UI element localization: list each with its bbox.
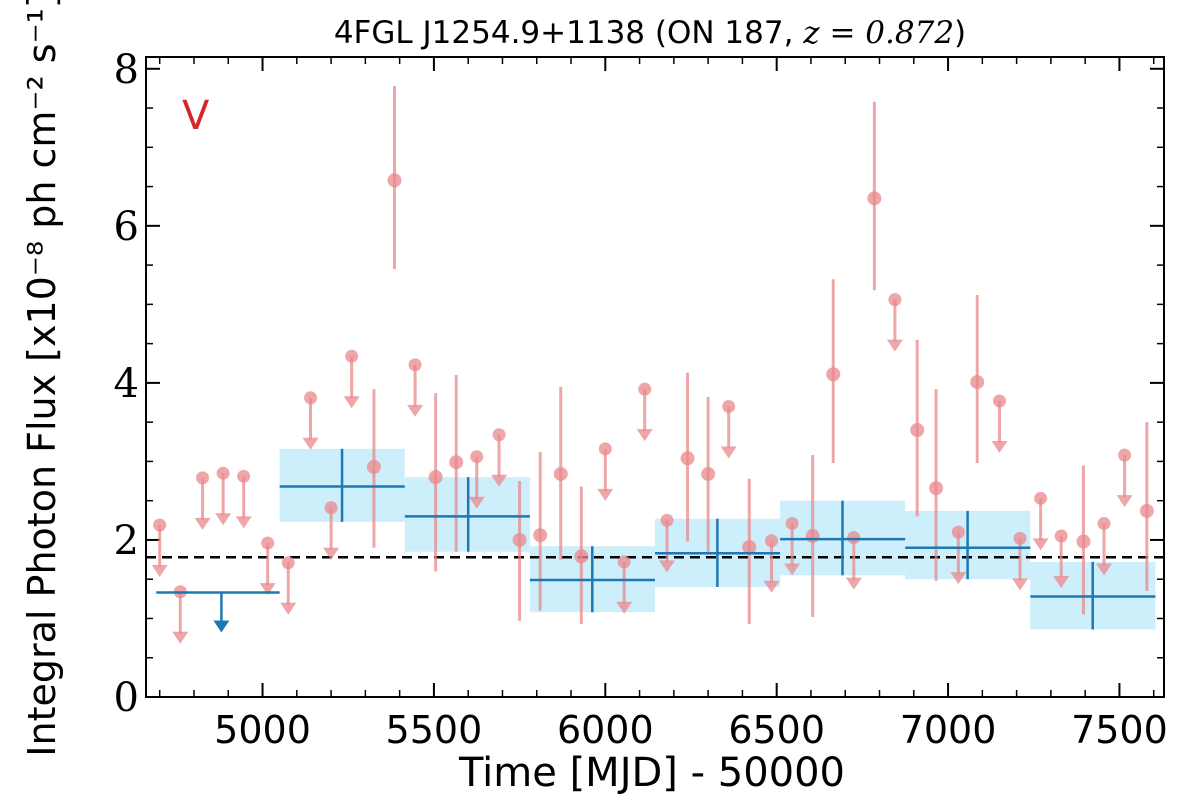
x-tick-label: 7000 xyxy=(900,708,997,752)
monthly-data-point xyxy=(512,532,527,547)
monthly-data-point xyxy=(680,451,695,466)
axes-group: 5000 5500 6000 6500 7000 7500 0 2 4 6 8 xyxy=(114,47,1168,752)
title-redshift: z = 0.872 xyxy=(802,15,954,51)
monthly-upper-limit-arrow xyxy=(1096,563,1113,576)
monthly-upper-limit-arrow xyxy=(1012,578,1029,591)
monthly-upper-limit-arrow xyxy=(194,517,211,530)
monthly-upper-limit-arrow xyxy=(950,572,967,585)
monthly-data-point xyxy=(701,466,716,481)
y-tick-label: 8 xyxy=(114,47,139,93)
monthly-upper-limit-arrow xyxy=(845,577,862,590)
plot-frame xyxy=(145,56,1165,698)
monthly-data-point xyxy=(826,367,841,382)
monthly-data-point xyxy=(1076,534,1091,549)
monthly-data-point xyxy=(533,528,548,543)
monthly-data-point xyxy=(1139,503,1154,518)
monthly-upper-limit-arrow xyxy=(280,602,297,615)
x-tick-label: 6000 xyxy=(557,708,654,752)
monthly-upper-limit-arrow xyxy=(1053,576,1070,589)
monthly-upper-limit-arrow xyxy=(886,339,903,352)
monthly-data-point xyxy=(553,466,568,481)
monthly-data-point xyxy=(366,459,381,474)
monthly-upper-limit-arrow xyxy=(302,437,319,450)
monthly-data-point xyxy=(867,191,882,206)
monthly-data-point xyxy=(387,173,402,188)
yearly-bins-group xyxy=(156,448,1156,633)
y-axis-label: Integral Photon Flux [x10⁻⁸ ph cm⁻² s⁻¹] xyxy=(20,0,64,757)
monthly-upper-limit-arrow xyxy=(1116,495,1133,508)
monthly-upper-limit-arrow xyxy=(172,631,189,644)
monthly-upper-limit-arrow xyxy=(323,547,340,560)
monthly-upper-limit-arrow xyxy=(259,583,276,596)
monthly-upper-limit-arrow xyxy=(763,580,780,593)
monthly-upper-limit-arrow xyxy=(616,601,633,614)
monthly-upper-limit-arrow xyxy=(407,404,424,417)
monthly-upper-limit-arrow xyxy=(658,560,675,573)
monthly-data-point xyxy=(428,470,443,485)
x-tick-label: 6500 xyxy=(728,708,825,752)
monthly-upper-limit-arrow xyxy=(235,516,252,529)
monthly-upper-limit-arrow xyxy=(991,440,1008,453)
monthly-data-point xyxy=(449,455,464,470)
monthly-data-point xyxy=(910,423,925,438)
panel-label: V xyxy=(182,93,210,139)
monthly-data-point xyxy=(970,375,985,390)
x-tick-label: 5500 xyxy=(386,708,483,752)
labels-group: 4FGL J1254.9+1138 (ON 187, z = 0.872) Ti… xyxy=(20,0,966,796)
x-tick-label: 5000 xyxy=(214,708,311,752)
monthly-upper-limit-arrow xyxy=(1032,538,1049,551)
monthly-upper-limit-arrow xyxy=(720,446,737,459)
monthly-upper-limit-arrow xyxy=(491,474,508,487)
y-tick-label: 2 xyxy=(114,518,139,564)
chart-title: 4FGL J1254.9+1138 (ON 187, z = 0.872) xyxy=(334,15,966,51)
monthly-upper-limit-arrow xyxy=(784,563,801,576)
monthly-data-point xyxy=(742,540,757,555)
x-axis-label: Time [MJD] - 50000 xyxy=(458,750,845,796)
monthly-data-point xyxy=(805,529,820,544)
monthly-upper-limit-arrow xyxy=(343,396,360,409)
monthly-upper-limit-arrow xyxy=(468,496,485,509)
monthly-upper-limit-arrow xyxy=(151,565,168,578)
yearly-upper-limit-arrow xyxy=(213,620,230,633)
y-tick-label: 0 xyxy=(114,675,139,721)
monthly-data-point xyxy=(929,481,944,496)
monthly-upper-limit-arrow xyxy=(597,488,614,501)
monthly-data-point xyxy=(574,549,589,564)
y-tick-label: 6 xyxy=(114,204,139,250)
x-tick-label: 7500 xyxy=(1071,708,1168,752)
y-tick-label: 4 xyxy=(114,361,139,407)
monthly-upper-limit-arrow xyxy=(636,429,653,442)
monthly-upper-limit-arrow xyxy=(215,513,232,526)
